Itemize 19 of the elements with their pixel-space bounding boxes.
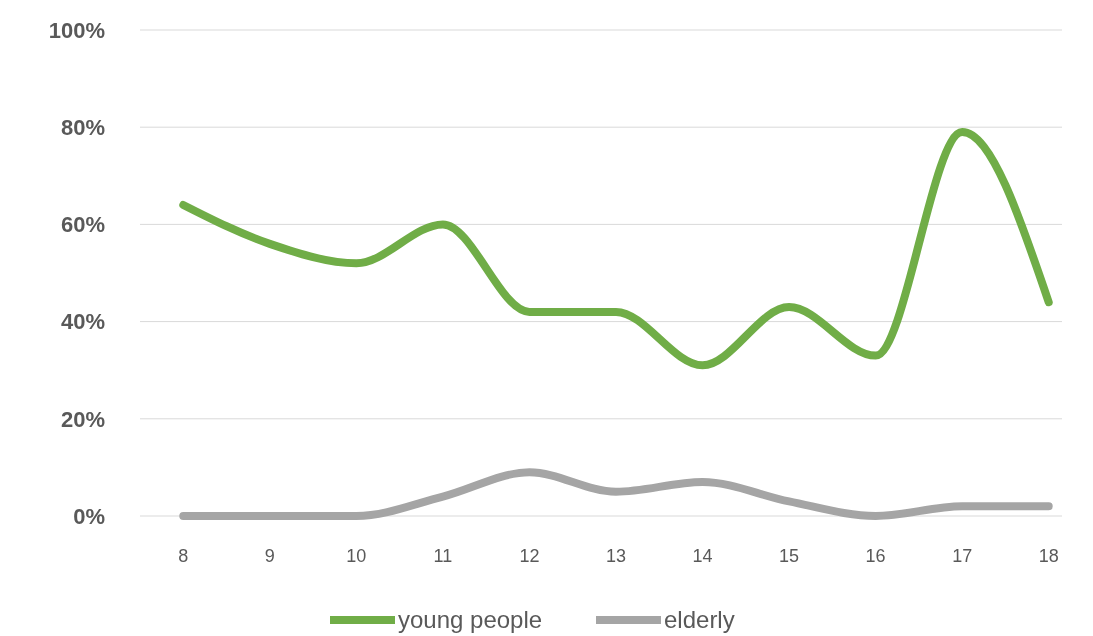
y-tick-label: 0% xyxy=(73,503,105,529)
y-tick-label: 40% xyxy=(60,309,105,335)
x-tick-label: 16 xyxy=(865,546,886,566)
y-tick-label: 100% xyxy=(48,17,105,43)
x-tick-label: 11 xyxy=(433,546,453,566)
y-tick-label: 20% xyxy=(60,406,105,432)
x-tick-label: 9 xyxy=(264,546,275,566)
y-tick-label: 60% xyxy=(60,212,105,238)
y-tick-label: 80% xyxy=(60,114,105,140)
legend-label: elderly xyxy=(664,606,735,634)
x-tick-label: 18 xyxy=(1038,546,1059,566)
x-tick-label: 12 xyxy=(519,546,540,566)
x-tick-label: 10 xyxy=(346,546,367,566)
legend-label: young people xyxy=(398,606,543,634)
x-tick-label: 17 xyxy=(952,546,973,566)
x-tick-label: 15 xyxy=(779,546,800,566)
x-tick-label: 14 xyxy=(692,546,713,566)
x-tick-label: 13 xyxy=(605,546,627,566)
x-tick-label: 8 xyxy=(178,546,189,566)
